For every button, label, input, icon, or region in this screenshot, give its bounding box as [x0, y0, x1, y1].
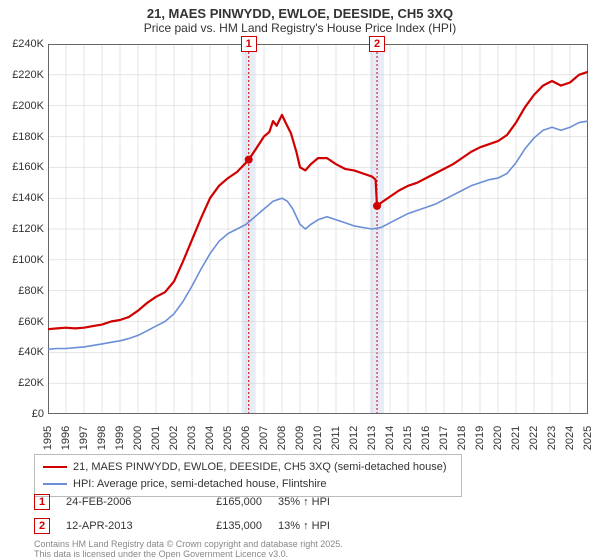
x-axis-tick-label: 2011	[330, 426, 342, 450]
x-axis-tick-label: 2020	[492, 426, 504, 450]
chart-plot-area: 12	[48, 44, 588, 414]
event-hpi: 35% ↑ HPI	[278, 496, 358, 508]
title-line-2: Price paid vs. HM Land Registry's House …	[0, 21, 600, 35]
legend-label-1: 21, MAES PINWYDD, EWLOE, DEESIDE, CH5 3X…	[73, 459, 447, 476]
x-axis-tick-label: 2014	[384, 426, 396, 450]
x-axis-tick-label: 1995	[42, 426, 54, 450]
event-hpi: 13% ↑ HPI	[278, 520, 358, 532]
event-price: £135,000	[182, 520, 262, 532]
y-axis-tick-label: £240K	[12, 38, 44, 50]
y-axis-tick-label: £80K	[18, 285, 44, 297]
event-row: 2 12-APR-2013 £135,000 13% ↑ HPI	[34, 518, 358, 534]
event-marker: 2	[34, 518, 50, 534]
chart-event-marker: 1	[241, 36, 257, 52]
x-axis-tick-label: 1996	[60, 426, 72, 450]
x-axis-tick-label: 2013	[366, 426, 378, 450]
x-axis-labels: 1995199619971998199920002001200220032004…	[48, 418, 588, 458]
chart-svg	[48, 44, 588, 414]
y-axis-tick-label: £220K	[12, 69, 44, 81]
x-axis-tick-label: 2000	[132, 426, 144, 450]
y-axis-tick-label: £20K	[18, 377, 44, 389]
x-axis-tick-label: 2008	[276, 426, 288, 450]
x-axis-tick-label: 2005	[222, 426, 234, 450]
y-axis-tick-label: £140K	[12, 192, 44, 204]
x-axis-tick-label: 1998	[96, 426, 108, 450]
x-axis-tick-label: 2022	[528, 426, 540, 450]
x-axis-tick-label: 2006	[240, 426, 252, 450]
x-axis-tick-label: 2012	[348, 426, 360, 450]
event-marker: 1	[34, 494, 50, 510]
chart-container: 21, MAES PINWYDD, EWLOE, DEESIDE, CH5 3X…	[0, 0, 600, 560]
x-axis-tick-label: 2001	[150, 426, 162, 450]
x-axis-tick-label: 2016	[420, 426, 432, 450]
title-line-1: 21, MAES PINWYDD, EWLOE, DEESIDE, CH5 3X…	[0, 6, 600, 21]
legend: 21, MAES PINWYDD, EWLOE, DEESIDE, CH5 3X…	[34, 454, 462, 497]
x-axis-tick-label: 2009	[294, 426, 306, 450]
legend-swatch-1	[43, 466, 67, 468]
events-table: 1 24-FEB-2006 £165,000 35% ↑ HPI 2 12-APR-201…	[34, 494, 358, 542]
chart-event-marker: 2	[369, 36, 385, 52]
legend-label-2: HPI: Average price, semi-detached house,…	[73, 476, 327, 493]
event-price: £165,000	[182, 496, 262, 508]
x-axis-tick-label: 2025	[582, 426, 594, 450]
x-axis-tick-label: 2023	[546, 426, 558, 450]
x-axis-tick-label: 2024	[564, 426, 576, 450]
x-axis-tick-label: 2010	[312, 426, 324, 450]
attribution-line-2: This data is licensed under the Open Gov…	[34, 550, 343, 560]
y-axis-tick-label: £0	[32, 408, 44, 420]
x-axis-tick-label: 2018	[456, 426, 468, 450]
x-axis-tick-label: 2021	[510, 426, 522, 450]
y-axis-labels: £0£20K£40K£60K£80K£100K£120K£140K£160K£1…	[0, 44, 46, 414]
x-axis-tick-label: 2002	[168, 426, 180, 450]
y-axis-tick-label: £200K	[12, 100, 44, 112]
event-date: 24-FEB-2006	[66, 496, 166, 508]
attribution: Contains HM Land Registry data © Crown c…	[34, 540, 343, 560]
event-row: 1 24-FEB-2006 £165,000 35% ↑ HPI	[34, 494, 358, 510]
y-axis-tick-label: £100K	[12, 254, 44, 266]
x-axis-tick-label: 2004	[204, 426, 216, 450]
x-axis-tick-label: 2019	[474, 426, 486, 450]
y-axis-tick-label: £60K	[18, 316, 44, 328]
x-axis-tick-label: 2003	[186, 426, 198, 450]
x-axis-tick-label: 1999	[114, 426, 126, 450]
y-axis-tick-label: £40K	[18, 346, 44, 358]
x-axis-tick-label: 1997	[78, 426, 90, 450]
x-axis-tick-label: 2017	[438, 426, 450, 450]
y-axis-tick-label: £160K	[12, 161, 44, 173]
title-block: 21, MAES PINWYDD, EWLOE, DEESIDE, CH5 3X…	[0, 0, 600, 35]
y-axis-tick-label: £120K	[12, 223, 44, 235]
y-axis-tick-label: £180K	[12, 131, 44, 143]
x-axis-tick-label: 2007	[258, 426, 270, 450]
legend-row-series-2: HPI: Average price, semi-detached house,…	[43, 476, 453, 493]
legend-row-series-1: 21, MAES PINWYDD, EWLOE, DEESIDE, CH5 3X…	[43, 459, 453, 476]
legend-swatch-2	[43, 483, 67, 485]
x-axis-tick-label: 2015	[402, 426, 414, 450]
event-date: 12-APR-2013	[66, 520, 166, 532]
